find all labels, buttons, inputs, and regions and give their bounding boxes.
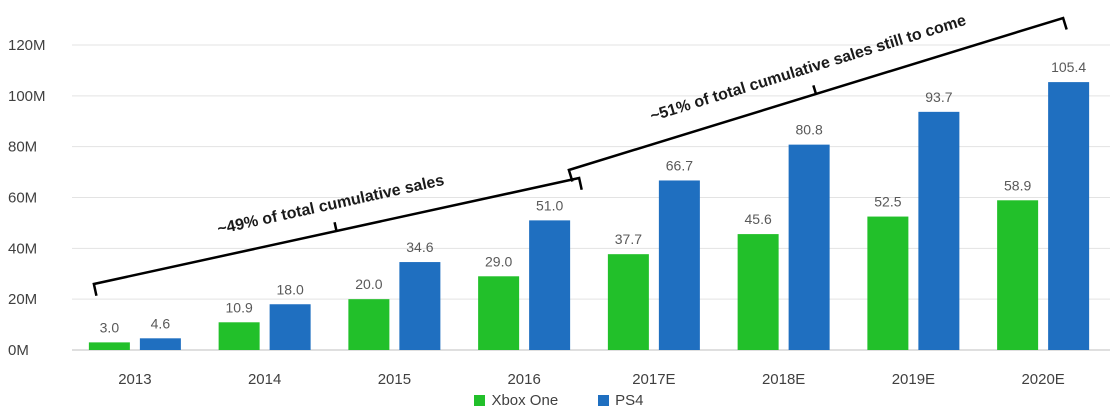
data-label: 80.8 [796, 122, 823, 138]
annotation-text: ~49% of total cumulative sales [216, 172, 446, 238]
legend-item-xbox-one: Xbox One [474, 392, 558, 409]
data-label: 45.6 [745, 211, 772, 227]
bar-ps4 [1048, 82, 1090, 350]
bar-xbox-one [218, 322, 260, 350]
x-tick-label: 2016 [507, 371, 540, 388]
data-label: 34.6 [406, 239, 433, 255]
bracket-point [812, 85, 818, 95]
bar-xbox-one [88, 342, 130, 350]
data-label: 58.9 [1004, 177, 1031, 193]
bar-xbox-one [867, 216, 909, 350]
legend: Xbox One PS4 [0, 392, 1118, 409]
x-tick-label: 2018E [762, 371, 805, 388]
bar-ps4 [139, 338, 181, 350]
y-tick-label: 80M [8, 139, 37, 156]
data-label: 52.5 [874, 194, 901, 210]
legend-label-ps4: PS4 [615, 392, 644, 409]
legend-swatch-ps4 [598, 395, 610, 406]
bar-ps4 [658, 180, 700, 350]
x-tick-label: 2017E [632, 371, 675, 388]
bar-xbox-one [607, 254, 649, 350]
x-tick-label: 2013 [118, 371, 151, 388]
y-tick-label: 100M [8, 88, 46, 105]
data-label: 66.7 [666, 157, 693, 173]
bar-xbox-one [478, 276, 520, 350]
data-label: 105.4 [1051, 59, 1086, 75]
bar-xbox-one [997, 200, 1039, 350]
y-tick-label: 0M [8, 342, 29, 359]
annotation-text: ~51% of total cumulative sales still to … [648, 12, 968, 125]
legend-swatch-xbox-one [474, 395, 486, 406]
data-label: 3.0 [100, 319, 120, 335]
data-label: 18.0 [277, 281, 304, 297]
legend-item-ps4: PS4 [598, 392, 644, 409]
y-tick-label: 120M [8, 37, 46, 54]
bracket-point [333, 221, 338, 232]
data-label: 37.7 [615, 231, 642, 247]
data-label: 4.6 [151, 315, 171, 331]
x-tick-label: 2020E [1021, 371, 1064, 388]
data-label: 29.0 [485, 253, 512, 269]
bar-ps4 [918, 111, 960, 351]
data-label: 10.9 [226, 299, 253, 315]
bar-ps4 [529, 220, 571, 350]
bar-xbox-one [737, 234, 779, 350]
y-tick-label: 60M [8, 190, 37, 207]
x-tick-label: 2019E [892, 371, 935, 388]
x-tick-label: 2014 [248, 371, 281, 388]
legend-label-xbox-one: Xbox One [491, 392, 559, 409]
bar-xbox-one [348, 299, 390, 350]
data-label: 51.0 [536, 197, 563, 213]
data-label: 93.7 [925, 89, 952, 105]
x-tick-label: 2015 [378, 371, 411, 388]
bar-ps4 [788, 144, 830, 350]
bracket-line [567, 16, 1068, 182]
bar-ps4 [399, 262, 441, 350]
data-label: 20.0 [355, 276, 382, 292]
y-tick-label: 40M [8, 240, 37, 257]
bar-ps4 [269, 304, 311, 350]
y-tick-label: 20M [8, 291, 37, 308]
